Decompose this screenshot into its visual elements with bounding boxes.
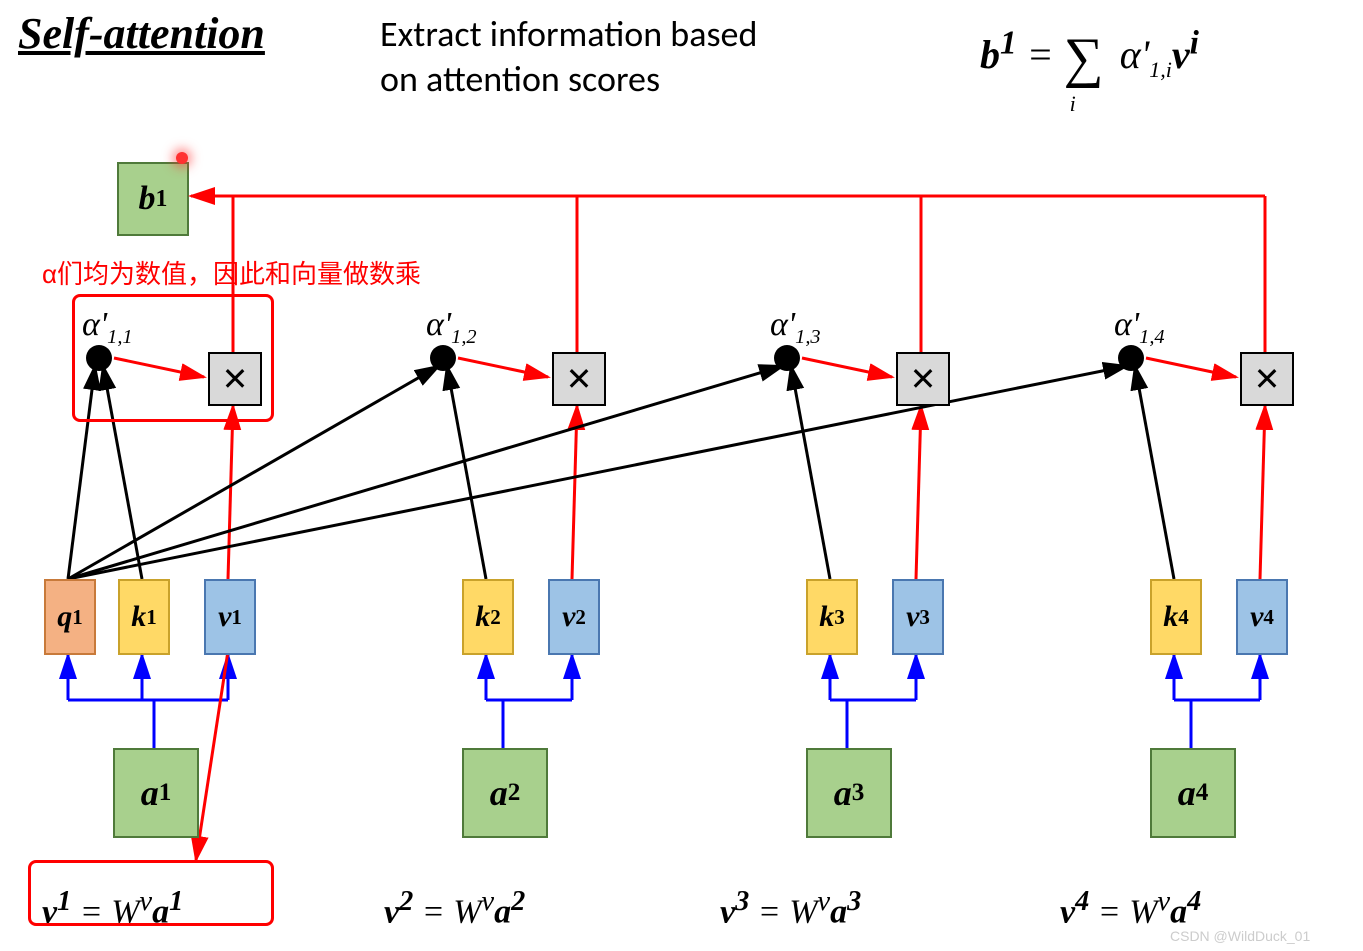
formula-output: b1 = ∑i α'1,ivi bbox=[980, 18, 1199, 83]
key-k1: k1 bbox=[118, 579, 170, 655]
key-k4: k4 bbox=[1150, 579, 1202, 655]
annotation-text: α们均为数值，因此和向量做数乘 bbox=[42, 254, 421, 291]
key-k2: k2 bbox=[462, 579, 514, 655]
multiply-2: ✕ bbox=[552, 352, 606, 406]
watermark: CSDN @WildDuck_01 bbox=[1170, 928, 1310, 944]
alpha-dot-4 bbox=[1118, 345, 1144, 371]
value-v4: v4 bbox=[1236, 579, 1288, 655]
alpha-4: α'1,4 bbox=[1114, 306, 1165, 349]
alpha-dot-2 bbox=[430, 345, 456, 371]
highlight-dot bbox=[176, 152, 188, 164]
subtitle: Extract information basedon attention sc… bbox=[380, 12, 757, 102]
input-a4: a4 bbox=[1150, 748, 1236, 838]
title: Self-attention bbox=[18, 8, 265, 59]
equation-v4: v4 = Wva4 bbox=[1060, 886, 1201, 931]
multiply-4: ✕ bbox=[1240, 352, 1294, 406]
equation-v3: v3 = Wva3 bbox=[720, 886, 861, 931]
input-a2: a2 bbox=[462, 748, 548, 838]
multiply-3: ✕ bbox=[896, 352, 950, 406]
value-v1: v1 bbox=[204, 579, 256, 655]
input-a1: a1 bbox=[113, 748, 199, 838]
alpha-2: α'1,2 bbox=[426, 306, 477, 349]
value-v3: v3 bbox=[892, 579, 944, 655]
output-b1: b1 bbox=[117, 162, 189, 236]
input-a3: a3 bbox=[806, 748, 892, 838]
alpha-dot-3 bbox=[774, 345, 800, 371]
highlight-box-2 bbox=[28, 860, 274, 926]
query-q1: q1 bbox=[44, 579, 96, 655]
key-k3: k3 bbox=[806, 579, 858, 655]
value-v2: v2 bbox=[548, 579, 600, 655]
alpha-3: α'1,3 bbox=[770, 306, 821, 349]
equation-v2: v2 = Wva2 bbox=[384, 886, 525, 931]
highlight-box-1 bbox=[72, 294, 274, 422]
